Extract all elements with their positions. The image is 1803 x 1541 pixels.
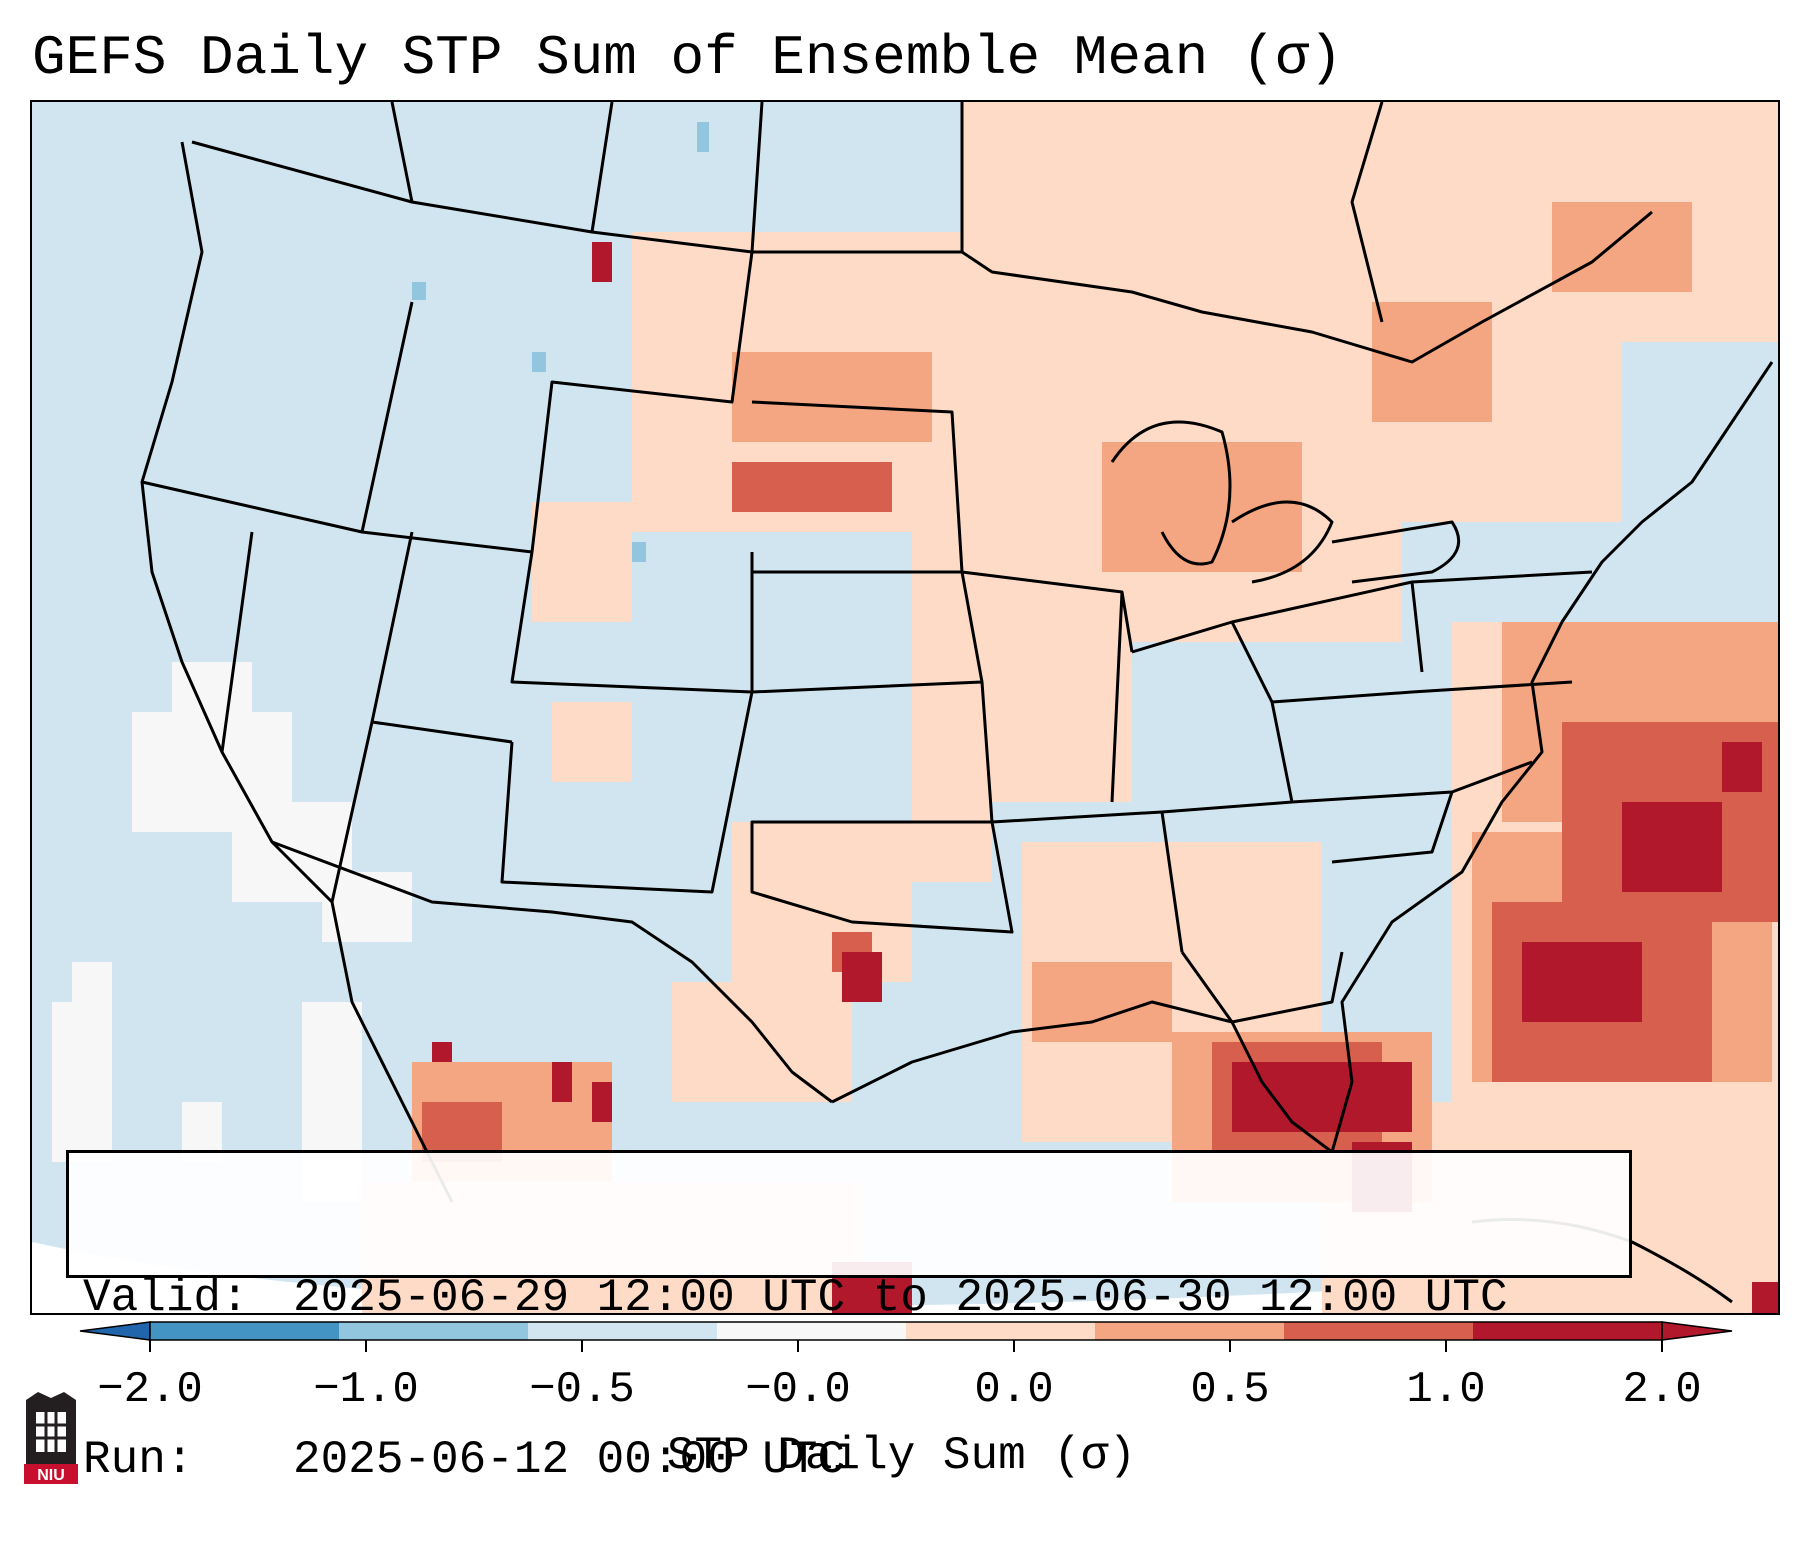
chart-title: GEFS Daily STP Sum of Ensemble Mean (σ)	[32, 26, 1343, 90]
colorbar-tick-label: −1.0	[313, 1365, 419, 1415]
state-lines-west	[141, 251, 754, 903]
state-lines-east	[1131, 570, 1593, 1024]
colorbar-extend-high	[1661, 1321, 1733, 1341]
colorbar-tick-label: 2.0	[1622, 1365, 1702, 1415]
state-lines-central	[750, 400, 1184, 953]
niu-logo: NIU	[24, 1392, 78, 1484]
colorbar-tick-label: 0.5	[1190, 1365, 1270, 1415]
valid-label: Valid:	[83, 1272, 249, 1324]
map-borders	[140, 102, 1774, 1304]
canada-provinces	[390, 102, 1384, 323]
west-coast	[140, 141, 454, 1203]
info-box: Valid: 2025-06-29 12:00 UTC to 2025-06-30…	[66, 1150, 1632, 1486]
logo-text: NIU	[37, 1467, 65, 1484]
negative-cells	[412, 122, 709, 562]
colorbar-tick-label: −2.0	[97, 1365, 203, 1415]
colorbar-tick-label: 0.0	[974, 1365, 1054, 1415]
colorbar-tick-label: 1.0	[1406, 1365, 1486, 1415]
east-coast	[1330, 361, 1774, 1153]
colorbar-label: STP Daily Sum (σ)	[666, 1430, 1137, 1482]
us-mexico-border	[271, 840, 833, 1104]
map-panel	[30, 100, 1780, 1315]
gulf-coast	[831, 1000, 1333, 1154]
colorbar-tick-label: −0.0	[745, 1365, 851, 1415]
colorbar-tick-label: −0.5	[529, 1365, 635, 1415]
great-lakes	[1110, 420, 1461, 584]
map-canvas	[32, 102, 1778, 1313]
valid-value: 2025-06-29 12:00 UTC to 2025-06-30 12:00…	[293, 1272, 1508, 1324]
near-zero-patches	[52, 662, 412, 1202]
run-label: Run:	[83, 1434, 194, 1486]
run-value: 2025-06-12 00:00 UTC	[293, 1434, 846, 1486]
